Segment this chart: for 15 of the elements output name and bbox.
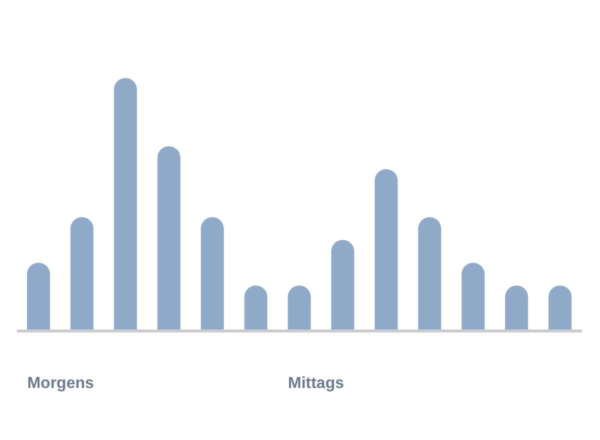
bar [70,217,94,331]
bar [114,78,137,331]
bar [27,262,50,331]
bar [418,217,442,331]
bar [462,262,485,331]
bar [374,169,398,331]
bar [200,217,224,331]
x-tick-label: Morgens [27,375,94,392]
bar [331,240,354,331]
bar [548,285,572,331]
x-tick-label: Mittags [288,375,344,392]
bar [157,146,180,331]
bar [288,285,311,331]
bar [244,285,268,331]
bar [505,285,528,331]
